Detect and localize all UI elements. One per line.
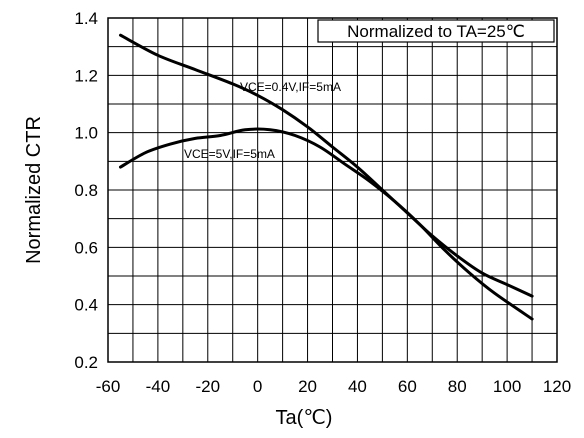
x-tick-label: 40 <box>348 377 367 396</box>
series-line-1 <box>119 127 534 321</box>
x-tick-label: 120 <box>543 377 571 396</box>
x-tick-label: 20 <box>298 377 317 396</box>
y-tick-label: 1.0 <box>74 124 98 143</box>
x-tick-label: -60 <box>96 377 121 396</box>
y-axis-title: Normalized CTR <box>23 116 45 264</box>
plot-frame <box>107 17 558 363</box>
annotation-frame <box>317 19 555 43</box>
annotation-box: Normalized to TA=25℃ <box>317 19 555 43</box>
x-tick-label: 80 <box>448 377 467 396</box>
tick-labels: -60 -40 -20 0 20 40 60 80 100 120 0.2 0.4 0.6 0.8 1.0 1… <box>74 9 571 396</box>
y-tick-label: 0.4 <box>74 296 98 315</box>
x-tick-label: -20 <box>195 377 220 396</box>
x-tick-label: 0 <box>253 377 262 396</box>
x-tick-label: 60 <box>398 377 417 396</box>
y-tick-label: 0.6 <box>74 238 98 257</box>
x-tick-label: -40 <box>146 377 171 396</box>
x-axis-title: Ta(℃) <box>276 407 333 429</box>
y-tick-label: 1.2 <box>74 66 98 85</box>
series-label-vce-0-4v: VCE=0.4V,IF=5mA <box>240 80 341 94</box>
series-lines <box>119 33 534 321</box>
series-label-vce-5v: VCE=5V,IF=5mA <box>184 147 275 161</box>
y-tick-label: 1.4 <box>74 9 98 28</box>
annotation-text: Normalized to TA=25℃ <box>347 22 525 41</box>
grid <box>108 18 557 362</box>
y-tick-label: 0.2 <box>74 353 98 372</box>
y-tick-label: 0.8 <box>74 181 98 200</box>
series-line-0 <box>119 33 534 298</box>
x-tick-label: 100 <box>493 377 521 396</box>
